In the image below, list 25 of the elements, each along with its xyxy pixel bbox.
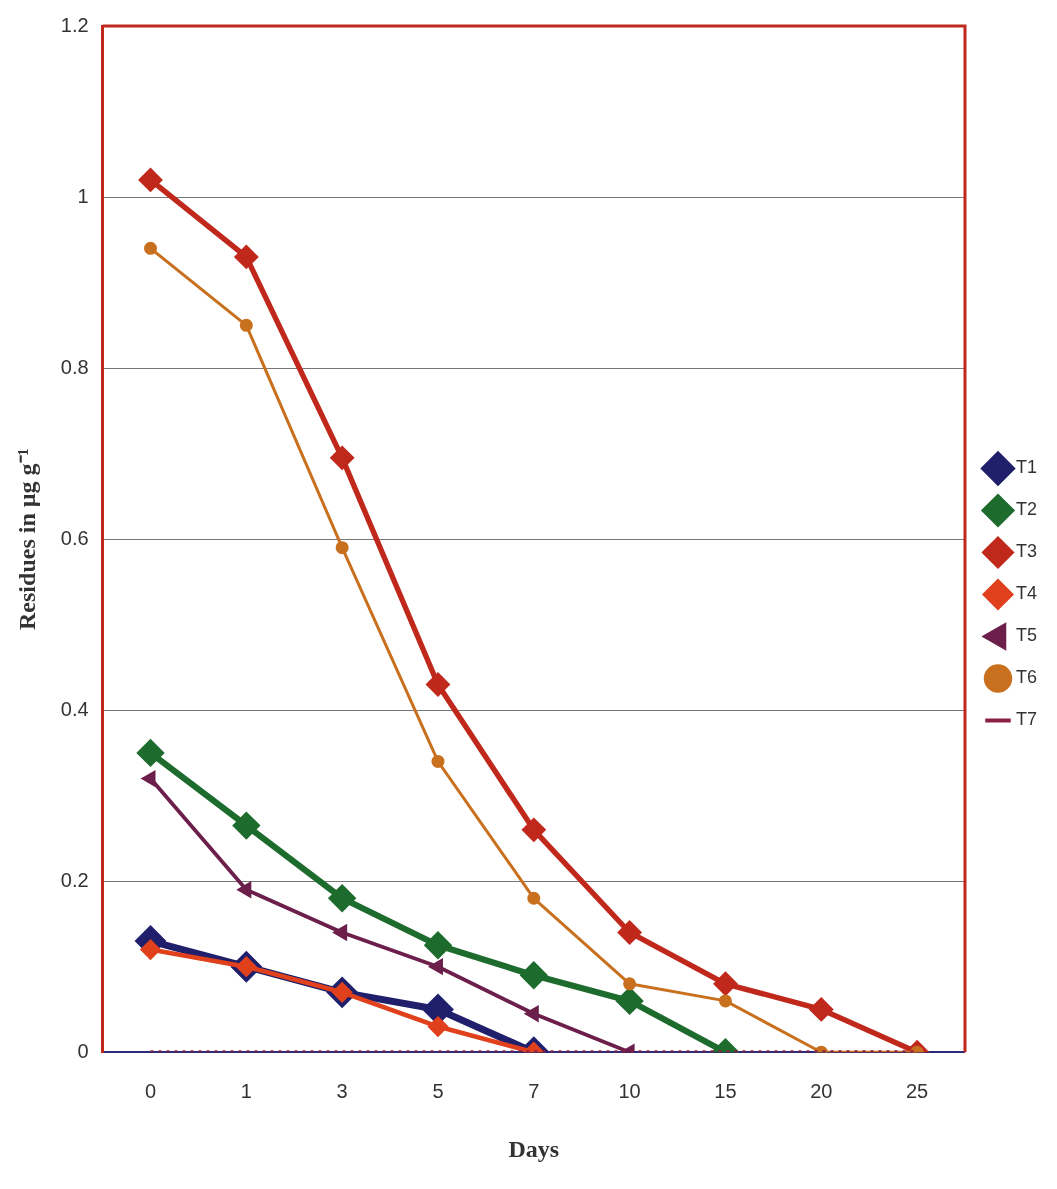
y-tick-label: 0.8 [60, 355, 89, 378]
x-tick-label: 5 [432, 1079, 444, 1102]
legend-label: T3 [1015, 541, 1038, 562]
x-axis-title: Days [508, 1135, 560, 1162]
x-tick-label: 1 [240, 1079, 252, 1102]
legend-label: T1 [1015, 457, 1038, 478]
x-tick-label: 15 [714, 1079, 737, 1102]
y-tick-label: 0.2 [60, 868, 89, 891]
x-tick-label: 20 [810, 1079, 833, 1102]
y-axis-title: Residues in µg g⁻¹ [13, 448, 40, 630]
legend-label: T5 [1015, 625, 1038, 646]
x-tick-label: 7 [528, 1079, 540, 1102]
y-tick-label: 0.4 [60, 697, 89, 720]
y-tick-label: 1 [77, 184, 89, 207]
legend-label: T7 [1015, 709, 1038, 730]
y-tick-label: 0 [77, 1039, 89, 1062]
legend-label: T2 [1015, 499, 1038, 520]
x-tick-label: 0 [144, 1079, 157, 1102]
y-tick-label: 1.2 [60, 13, 89, 36]
x-tick-label: 25 [905, 1079, 929, 1102]
legend-label: T6 [1015, 667, 1038, 688]
legend-label: T4 [1015, 583, 1038, 604]
y-tick-label: 0.6 [60, 526, 89, 549]
x-tick-label: 10 [618, 1079, 641, 1102]
x-tick-label: 3 [336, 1079, 348, 1102]
